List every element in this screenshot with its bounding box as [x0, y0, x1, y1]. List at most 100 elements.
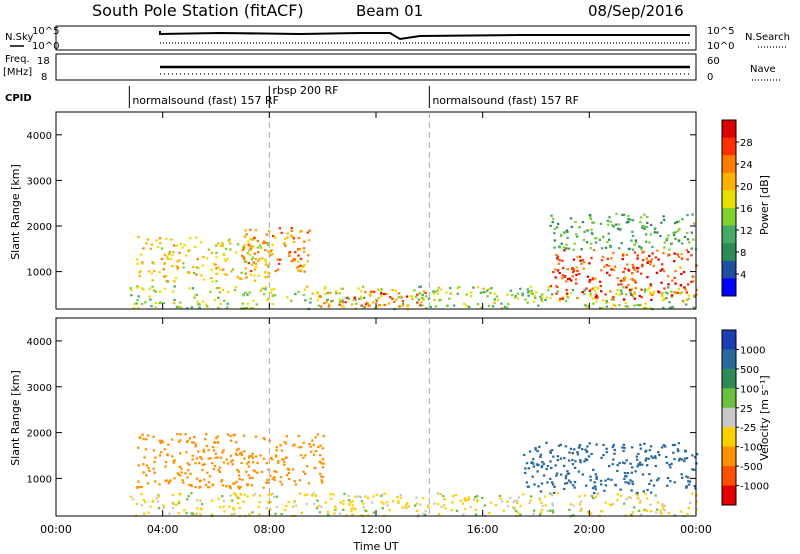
range-time-cell — [216, 456, 219, 459]
range-time-cell — [201, 468, 204, 472]
range-time-cell — [259, 246, 263, 249]
range-time-cell — [687, 297, 690, 301]
range-time-cell — [238, 277, 241, 280]
range-time-cell — [685, 291, 688, 294]
range-time-cell — [285, 435, 289, 438]
range-time-cell — [210, 513, 214, 516]
range-time-cell — [601, 306, 605, 309]
range-time-cell — [599, 479, 603, 482]
range-time-cell — [233, 482, 236, 485]
range-time-cell — [144, 301, 147, 304]
range-time-cell — [271, 294, 275, 297]
range-time-cell — [171, 455, 174, 458]
range-time-cell — [605, 447, 608, 450]
range-time-cell — [516, 511, 520, 514]
range-time-cell — [599, 222, 603, 225]
range-time-cell — [179, 433, 182, 436]
range-time-cell — [185, 254, 188, 257]
range-time-cell — [269, 250, 273, 253]
range-time-cell — [467, 305, 471, 309]
range-time-cell — [258, 513, 261, 516]
range-time-cell — [567, 479, 571, 482]
range-time-cell — [315, 290, 319, 294]
range-time-cell — [451, 501, 454, 504]
range-time-cell — [660, 221, 663, 224]
range-time-cell — [538, 445, 541, 449]
range-time-cell — [621, 252, 625, 255]
range-time-cell — [274, 269, 278, 273]
power-colorbar-label: Power [dB] — [758, 175, 771, 235]
range-time-cell — [560, 242, 564, 245]
range-time-cell — [173, 285, 176, 288]
range-time-cell — [539, 511, 543, 514]
range-time-cell — [181, 262, 185, 265]
range-time-cell — [234, 452, 237, 455]
range-time-cell — [620, 292, 624, 295]
range-time-cell — [258, 258, 261, 261]
range-time-cell — [645, 257, 649, 260]
range-time-cell — [365, 301, 369, 305]
range-time-cell — [173, 280, 176, 283]
range-time-cell — [661, 505, 665, 508]
range-time-cell — [251, 511, 254, 514]
range-time-cell — [299, 268, 303, 271]
range-time-cell — [187, 249, 190, 253]
range-time-cell — [195, 499, 199, 502]
range-time-cell — [612, 458, 615, 461]
range-time-cell — [512, 501, 516, 504]
range-time-cell — [567, 247, 571, 250]
range-time-cell — [366, 496, 370, 500]
range-time-cell — [263, 271, 267, 274]
range-time-cell — [225, 458, 228, 461]
range-time-cell — [163, 253, 167, 256]
range-time-cell — [638, 294, 642, 298]
range-time-cell — [384, 292, 388, 296]
range-time-cell — [241, 302, 244, 305]
range-time-cell — [653, 231, 656, 234]
range-time-cell — [424, 510, 427, 513]
range-time-cell — [666, 286, 670, 289]
range-time-cell — [223, 258, 227, 261]
range-time-cell — [290, 299, 293, 302]
range-time-cell — [201, 463, 205, 466]
nsky-tick-bottom: 10^0 — [32, 41, 59, 52]
range-time-cell — [445, 291, 448, 294]
range-time-cell — [542, 474, 546, 477]
range-time-cell — [316, 299, 320, 302]
range-time-cell — [589, 216, 592, 219]
range-time-cell — [561, 259, 564, 262]
range-time-cell — [235, 480, 238, 483]
range-time-cell — [275, 446, 278, 449]
range-time-cell — [593, 289, 597, 292]
range-time-cell — [659, 511, 662, 514]
range-time-cell — [333, 512, 336, 515]
range-time-cell — [573, 480, 577, 484]
range-time-cell — [375, 300, 379, 303]
range-time-cell — [571, 484, 575, 487]
range-time-cell — [574, 282, 578, 285]
range-time-cell — [221, 484, 225, 487]
range-time-cell — [419, 285, 423, 288]
range-time-cell — [414, 295, 418, 298]
range-time-cell — [357, 287, 360, 290]
range-time-cell — [262, 240, 266, 243]
range-time-cell — [185, 451, 188, 454]
range-time-cell — [582, 238, 586, 242]
range-time-cell — [552, 270, 555, 274]
range-time-cell — [158, 439, 162, 442]
range-time-cell — [212, 262, 216, 266]
range-time-cell — [628, 247, 631, 251]
range-time-cell — [615, 212, 618, 215]
range-time-cell — [200, 457, 204, 460]
range-time-cell — [516, 499, 519, 502]
range-time-cell — [184, 433, 187, 436]
range-time-cell — [565, 229, 569, 232]
range-time-cell — [163, 262, 167, 265]
date-label: 08/Sep/2016 — [588, 2, 684, 20]
range-time-cell — [138, 274, 141, 278]
power-ylabel: Slant Range [km] — [9, 164, 22, 260]
range-time-cell — [214, 452, 218, 455]
range-time-cell — [256, 461, 259, 464]
range-time-cell — [439, 298, 442, 302]
range-time-cell — [248, 513, 251, 516]
